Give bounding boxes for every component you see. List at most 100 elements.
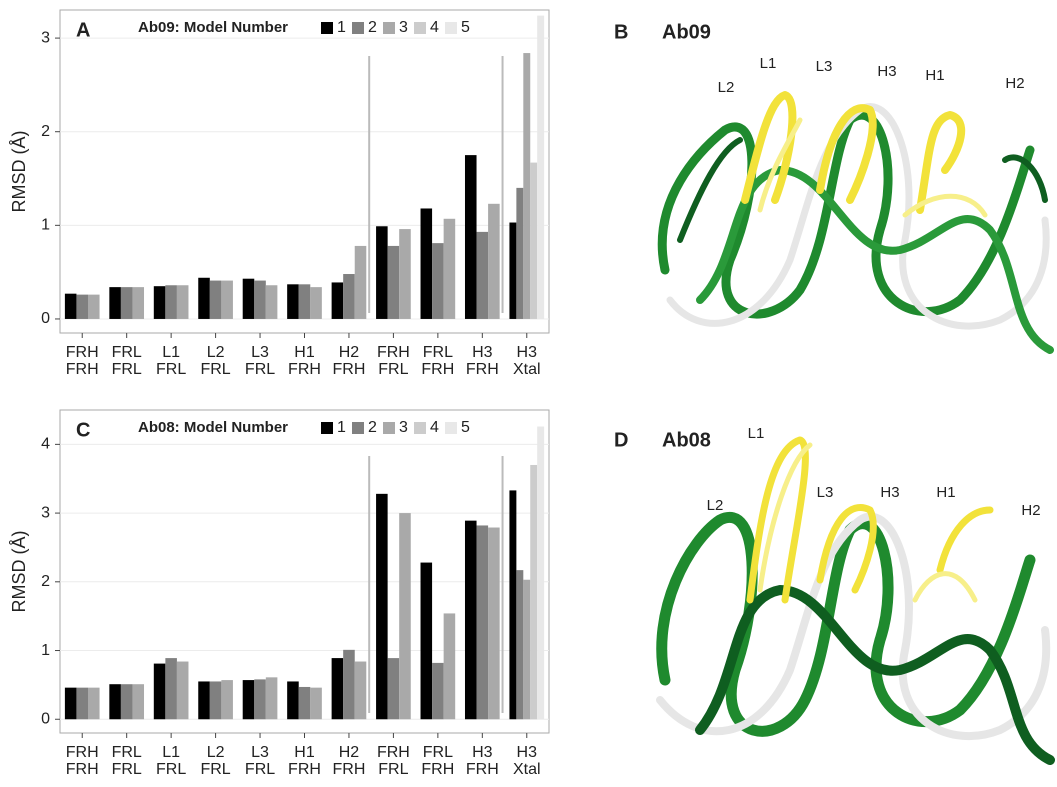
bar bbox=[265, 677, 278, 720]
x-tick-label: L3 bbox=[251, 744, 269, 761]
ribbon bbox=[757, 117, 988, 218]
bar bbox=[132, 287, 145, 319]
legend-swatch bbox=[445, 22, 457, 34]
region-label: L2 bbox=[718, 79, 735, 96]
bar bbox=[88, 687, 100, 720]
ribbon bbox=[666, 103, 1050, 330]
x-tick-label: FRL bbox=[378, 761, 408, 778]
bar bbox=[109, 684, 121, 720]
x-tick-label: FRH bbox=[66, 361, 99, 378]
panel-label: D bbox=[614, 429, 628, 451]
x-tick-label: H3 bbox=[472, 344, 493, 361]
x-tick-label: FRH bbox=[66, 761, 99, 778]
x-tick-label: FRL bbox=[156, 361, 186, 378]
bar bbox=[176, 661, 189, 720]
x-tick-label: L3 bbox=[251, 344, 269, 361]
legend-label: 1 bbox=[337, 419, 346, 436]
x-tick-label: FRL bbox=[112, 744, 142, 761]
structure-b bbox=[657, 91, 1054, 354]
bar bbox=[331, 658, 344, 720]
bar bbox=[287, 681, 299, 720]
legend-label: 2 bbox=[368, 419, 377, 436]
legend-swatch bbox=[352, 22, 364, 34]
legend-swatch bbox=[383, 22, 395, 34]
bar bbox=[209, 681, 222, 720]
x-tick-label: FRL bbox=[112, 761, 142, 778]
bar bbox=[343, 649, 355, 720]
x-tick-label: H3 bbox=[472, 744, 493, 761]
bar bbox=[420, 562, 433, 720]
x-tick-label: Xtal bbox=[513, 761, 541, 778]
x-tick-label: FRL bbox=[112, 344, 142, 361]
bar bbox=[432, 243, 444, 319]
bar bbox=[399, 513, 411, 720]
ribbon bbox=[656, 512, 1051, 741]
bar bbox=[354, 661, 367, 720]
y-tick-label: 4 bbox=[41, 436, 50, 453]
legend-label: 4 bbox=[430, 19, 439, 36]
bar bbox=[530, 464, 538, 720]
x-tick-label: FRH bbox=[421, 361, 454, 378]
legend-label: 3 bbox=[399, 19, 408, 36]
x-tick-label: FRH bbox=[466, 361, 499, 378]
bar bbox=[476, 525, 489, 720]
bar bbox=[165, 658, 177, 720]
bar bbox=[464, 520, 477, 720]
x-tick-label: FRH bbox=[377, 744, 410, 761]
legend-swatch bbox=[383, 422, 395, 434]
bar bbox=[120, 684, 133, 720]
bar bbox=[343, 274, 355, 319]
legend-swatch bbox=[321, 22, 333, 34]
bar bbox=[298, 686, 311, 720]
x-tick-label: Xtal bbox=[513, 361, 541, 378]
x-tick-label: FRH bbox=[421, 761, 454, 778]
x-tick-label: FRL bbox=[200, 761, 230, 778]
bar bbox=[176, 285, 189, 319]
x-tick-label: FRH bbox=[66, 344, 99, 361]
bar bbox=[221, 280, 233, 319]
region-label: H3 bbox=[877, 63, 896, 80]
legend-title: Ab09: Model Number bbox=[138, 19, 288, 36]
bar bbox=[331, 282, 344, 319]
region-label: H2 bbox=[1021, 502, 1040, 519]
legend-label: 2 bbox=[368, 19, 377, 36]
structure-title: Ab09 bbox=[662, 21, 711, 43]
bar bbox=[153, 663, 166, 720]
bar bbox=[198, 681, 210, 720]
bar bbox=[76, 687, 89, 720]
bar bbox=[354, 245, 367, 319]
y-tick-label: 0 bbox=[41, 310, 50, 327]
region-label: H1 bbox=[936, 484, 955, 501]
ribbon bbox=[677, 137, 1048, 243]
x-tick-label: FRL bbox=[423, 344, 453, 361]
bar bbox=[464, 155, 477, 319]
bar bbox=[523, 53, 531, 319]
x-tick-label: L1 bbox=[162, 344, 180, 361]
bar bbox=[254, 280, 266, 319]
bar bbox=[376, 226, 388, 319]
bar bbox=[399, 229, 411, 319]
region-label: L1 bbox=[760, 55, 777, 72]
region-label: L1 bbox=[748, 425, 765, 442]
bar bbox=[64, 293, 77, 319]
bar bbox=[537, 15, 545, 319]
bar bbox=[443, 613, 456, 720]
bar bbox=[387, 245, 400, 319]
bar bbox=[287, 284, 299, 319]
bar bbox=[298, 284, 311, 319]
x-tick-label: FRH bbox=[66, 744, 99, 761]
region-label: H2 bbox=[1005, 75, 1024, 92]
x-tick-label: FRH bbox=[288, 361, 321, 378]
ribbon bbox=[746, 436, 994, 604]
legend-label: 4 bbox=[430, 419, 439, 436]
bar bbox=[509, 222, 517, 319]
x-tick-label: FRL bbox=[423, 744, 453, 761]
legend-label: 5 bbox=[461, 419, 470, 436]
bar bbox=[109, 287, 121, 319]
x-tick-label: L2 bbox=[207, 344, 225, 361]
y-tick-label: 1 bbox=[41, 217, 50, 234]
bar bbox=[310, 687, 322, 720]
bar bbox=[387, 658, 400, 720]
bar bbox=[509, 490, 517, 720]
